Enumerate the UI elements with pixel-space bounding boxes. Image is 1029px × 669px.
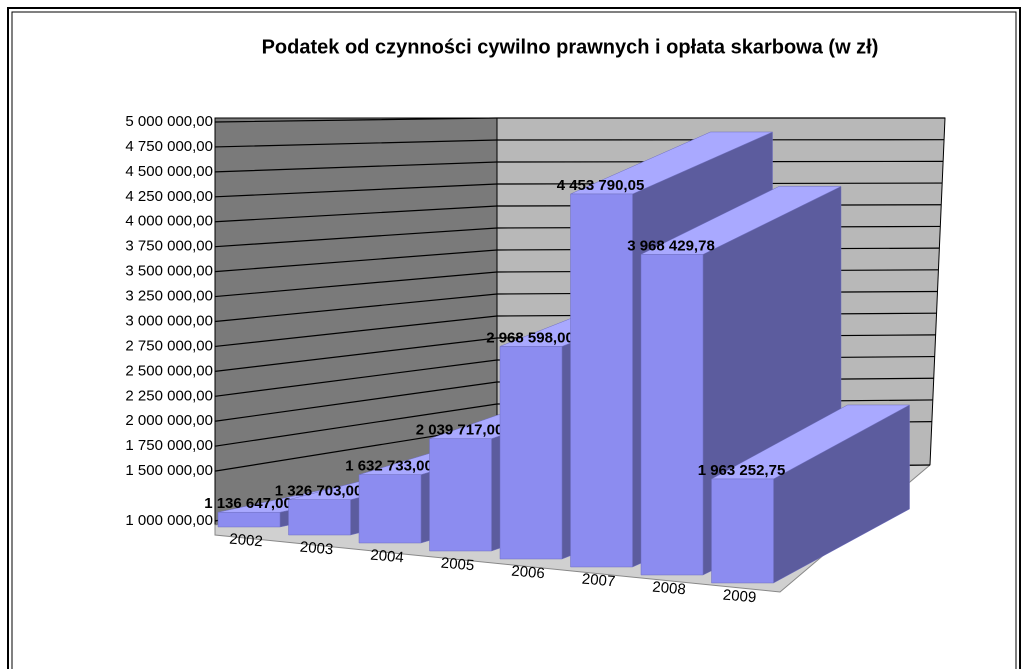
bar-front xyxy=(570,193,633,568)
x-tick-label: 2007 xyxy=(581,571,616,591)
x-tick-label: 2003 xyxy=(299,539,334,559)
bar xyxy=(711,404,910,584)
bar-front xyxy=(217,511,281,528)
y-tick-label: 3 750 000,00 xyxy=(125,238,213,255)
y-tick-label: 1 500 000,00 xyxy=(125,462,213,479)
x-tick-label: 2005 xyxy=(440,555,475,575)
y-tick-label: 3 000 000,00 xyxy=(125,312,213,329)
bar-front xyxy=(640,254,704,576)
y-tick-label: 3 500 000,00 xyxy=(125,263,213,280)
y-tick-label: 4 000 000,00 xyxy=(125,213,213,230)
value-label: 3 968 429,78 xyxy=(627,237,715,254)
bar-front xyxy=(499,346,563,560)
y-tick-label: 1 750 000,00 xyxy=(125,437,213,454)
grid-line xyxy=(214,139,945,148)
value-label: 1 136 647,00 xyxy=(204,495,292,512)
bar-front xyxy=(429,438,492,552)
y-tick-label: 4 500 000,00 xyxy=(125,163,213,180)
x-tick-label: 2008 xyxy=(652,579,687,599)
bar-front xyxy=(711,478,774,584)
value-label: 1 326 703,00 xyxy=(275,483,363,500)
value-label: 2 968 598,00 xyxy=(486,329,574,346)
grid-line xyxy=(214,182,943,198)
x-tick-label: 2009 xyxy=(722,587,757,607)
bar-front xyxy=(358,474,422,544)
y-tick-label: 2 000 000,00 xyxy=(125,412,213,429)
x-tick-label: 2004 xyxy=(370,547,405,567)
grid-line xyxy=(214,160,944,173)
bar-front xyxy=(288,499,351,536)
y-tick-label: 4 250 000,00 xyxy=(125,188,213,205)
value-label: 4 453 790,05 xyxy=(557,177,645,194)
value-label: 1 963 252,75 xyxy=(698,462,786,479)
value-label: 1 632 733,00 xyxy=(345,458,433,475)
y-tick-label: 5 000 000,00 xyxy=(125,113,213,130)
y-tick-label: 2 250 000,00 xyxy=(125,387,213,404)
x-tick-label: 2002 xyxy=(229,531,264,551)
y-tick-label: 3 250 000,00 xyxy=(125,288,213,305)
y-tick-label: 1 000 000,00 xyxy=(125,512,213,529)
value-label: 2 039 717,00 xyxy=(416,422,504,439)
grid-line xyxy=(214,117,945,123)
chart-title: Podatek od czynności cywilno prawnych i … xyxy=(262,36,879,58)
inner-frame xyxy=(11,11,1017,669)
y-tick-label: 2 750 000,00 xyxy=(125,337,213,354)
y-tick-label: 4 750 000,00 xyxy=(125,138,213,155)
y-tick-label: 2 500 000,00 xyxy=(125,362,213,379)
x-tick-label: 2006 xyxy=(511,563,546,583)
